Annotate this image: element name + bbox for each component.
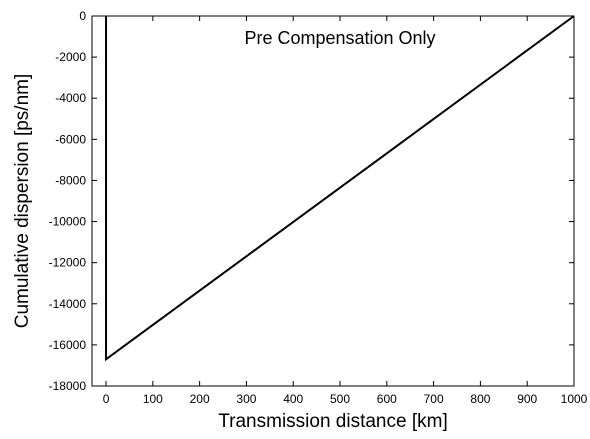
chart-annotation: Pre Compensation Only [244, 28, 435, 48]
series-line-0 [105, 15, 575, 362]
y-tick-label: -10000 [49, 215, 87, 229]
y-tick-label: -14000 [49, 297, 87, 311]
x-tick-label: 0 [103, 392, 110, 406]
x-axis-label: Transmission distance [km] [218, 411, 447, 432]
x-tick-label: 400 [283, 392, 303, 406]
x-tick-label: 100 [143, 392, 163, 406]
x-tick-label: 700 [424, 392, 444, 406]
y-tick-label: 0 [79, 9, 86, 23]
series-layer [105, 15, 575, 362]
x-tick-label: 900 [517, 392, 537, 406]
y-tick-label: -16000 [49, 338, 87, 352]
y-tick-label: -8000 [55, 173, 86, 187]
y-tick-label: -4000 [55, 91, 86, 105]
y-tick-label: -18000 [49, 379, 87, 393]
y-tick-label: -6000 [55, 132, 86, 146]
x-tick-label: 500 [330, 392, 350, 406]
x-tick-label: 600 [377, 392, 397, 406]
x-tick-label: 800 [470, 392, 490, 406]
x-tick-label: 1000 [561, 392, 588, 406]
y-tick-label: -12000 [49, 256, 87, 270]
y-tick-label: -2000 [55, 50, 86, 64]
y-axis-label: Cumulative dispersion [ps/nm] [12, 74, 33, 329]
x-tick-label: 200 [190, 392, 210, 406]
x-tick-label: 300 [236, 392, 256, 406]
axis-ticks: 0 100 200 300 400 500 600 700 800 900 1000 0 -2000 -4… [49, 9, 588, 406]
plot-area [91, 15, 575, 387]
